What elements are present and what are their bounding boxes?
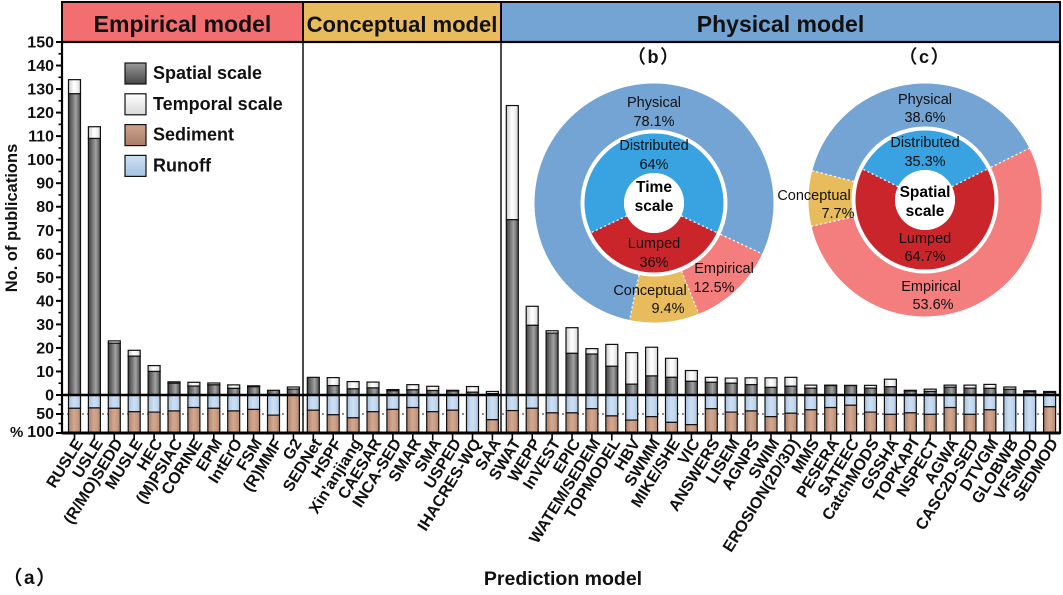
svg-text:Conceptual: Conceptual <box>613 283 686 299</box>
svg-text:（a）: （a） <box>3 566 58 589</box>
svg-text:7.7%: 7.7% <box>821 206 854 222</box>
svg-text:Conceptual: Conceptual <box>777 188 850 204</box>
svg-text:70: 70 <box>36 223 54 240</box>
svg-text:Empirical: Empirical <box>694 261 754 277</box>
svg-text:Physical: Physical <box>627 95 681 111</box>
svg-text:64%: 64% <box>639 157 668 173</box>
svg-text:Conceptual model: Conceptual model <box>307 12 498 37</box>
svg-text:50: 50 <box>36 270 54 287</box>
svg-text:Spatial: Spatial <box>900 184 951 201</box>
svg-text:Physical: Physical <box>898 92 952 108</box>
svg-text:78.1%: 78.1% <box>633 114 674 130</box>
svg-text:Sediment: Sediment <box>153 125 234 145</box>
svg-text:120: 120 <box>27 105 54 122</box>
svg-text:Time: Time <box>636 179 672 196</box>
svg-text:（c）: （c） <box>899 47 951 67</box>
svg-text:40: 40 <box>36 293 54 310</box>
svg-text:（b）: （b） <box>628 47 681 67</box>
svg-text:50: 50 <box>36 406 54 423</box>
svg-text:Lumped: Lumped <box>628 236 680 252</box>
svg-text:53.6%: 53.6% <box>912 297 953 313</box>
svg-text:Distributed: Distributed <box>890 135 959 151</box>
svg-text:12.5%: 12.5% <box>693 280 734 296</box>
svg-text:130: 130 <box>27 82 54 99</box>
svg-text:140: 140 <box>27 58 54 75</box>
svg-text:Temporal scale: Temporal scale <box>153 94 283 114</box>
svg-text:90: 90 <box>36 176 54 193</box>
svg-text:Prediction model: Prediction model <box>484 568 642 590</box>
svg-text:0: 0 <box>45 388 54 405</box>
svg-text:%: % <box>10 424 23 441</box>
svg-text:Empirical: Empirical <box>901 279 961 295</box>
svg-text:100: 100 <box>27 424 54 441</box>
svg-text:100: 100 <box>27 152 54 169</box>
svg-text:No. of publications: No. of publications <box>3 144 21 293</box>
svg-text:80: 80 <box>36 199 54 216</box>
svg-text:scale: scale <box>635 198 674 215</box>
svg-text:9.4%: 9.4% <box>651 301 684 317</box>
svg-text:150: 150 <box>27 35 54 52</box>
svg-text:scale: scale <box>906 203 945 220</box>
svg-text:Physical model: Physical model <box>697 11 864 37</box>
svg-text:Distributed: Distributed <box>619 138 688 154</box>
svg-text:Runoff: Runoff <box>153 155 212 175</box>
svg-text:110: 110 <box>28 129 54 146</box>
svg-text:Spatial scale: Spatial scale <box>153 63 262 83</box>
svg-text:36%: 36% <box>639 255 668 271</box>
svg-text:30: 30 <box>36 317 54 334</box>
svg-text:38.6%: 38.6% <box>904 110 945 126</box>
svg-text:20: 20 <box>36 340 54 357</box>
svg-text:60: 60 <box>36 246 54 263</box>
svg-text:64.7%: 64.7% <box>904 249 945 265</box>
svg-text:Empirical model: Empirical model <box>94 11 272 37</box>
svg-text:35.3%: 35.3% <box>904 154 945 170</box>
svg-text:Lumped: Lumped <box>899 231 951 247</box>
svg-text:10: 10 <box>36 364 54 381</box>
